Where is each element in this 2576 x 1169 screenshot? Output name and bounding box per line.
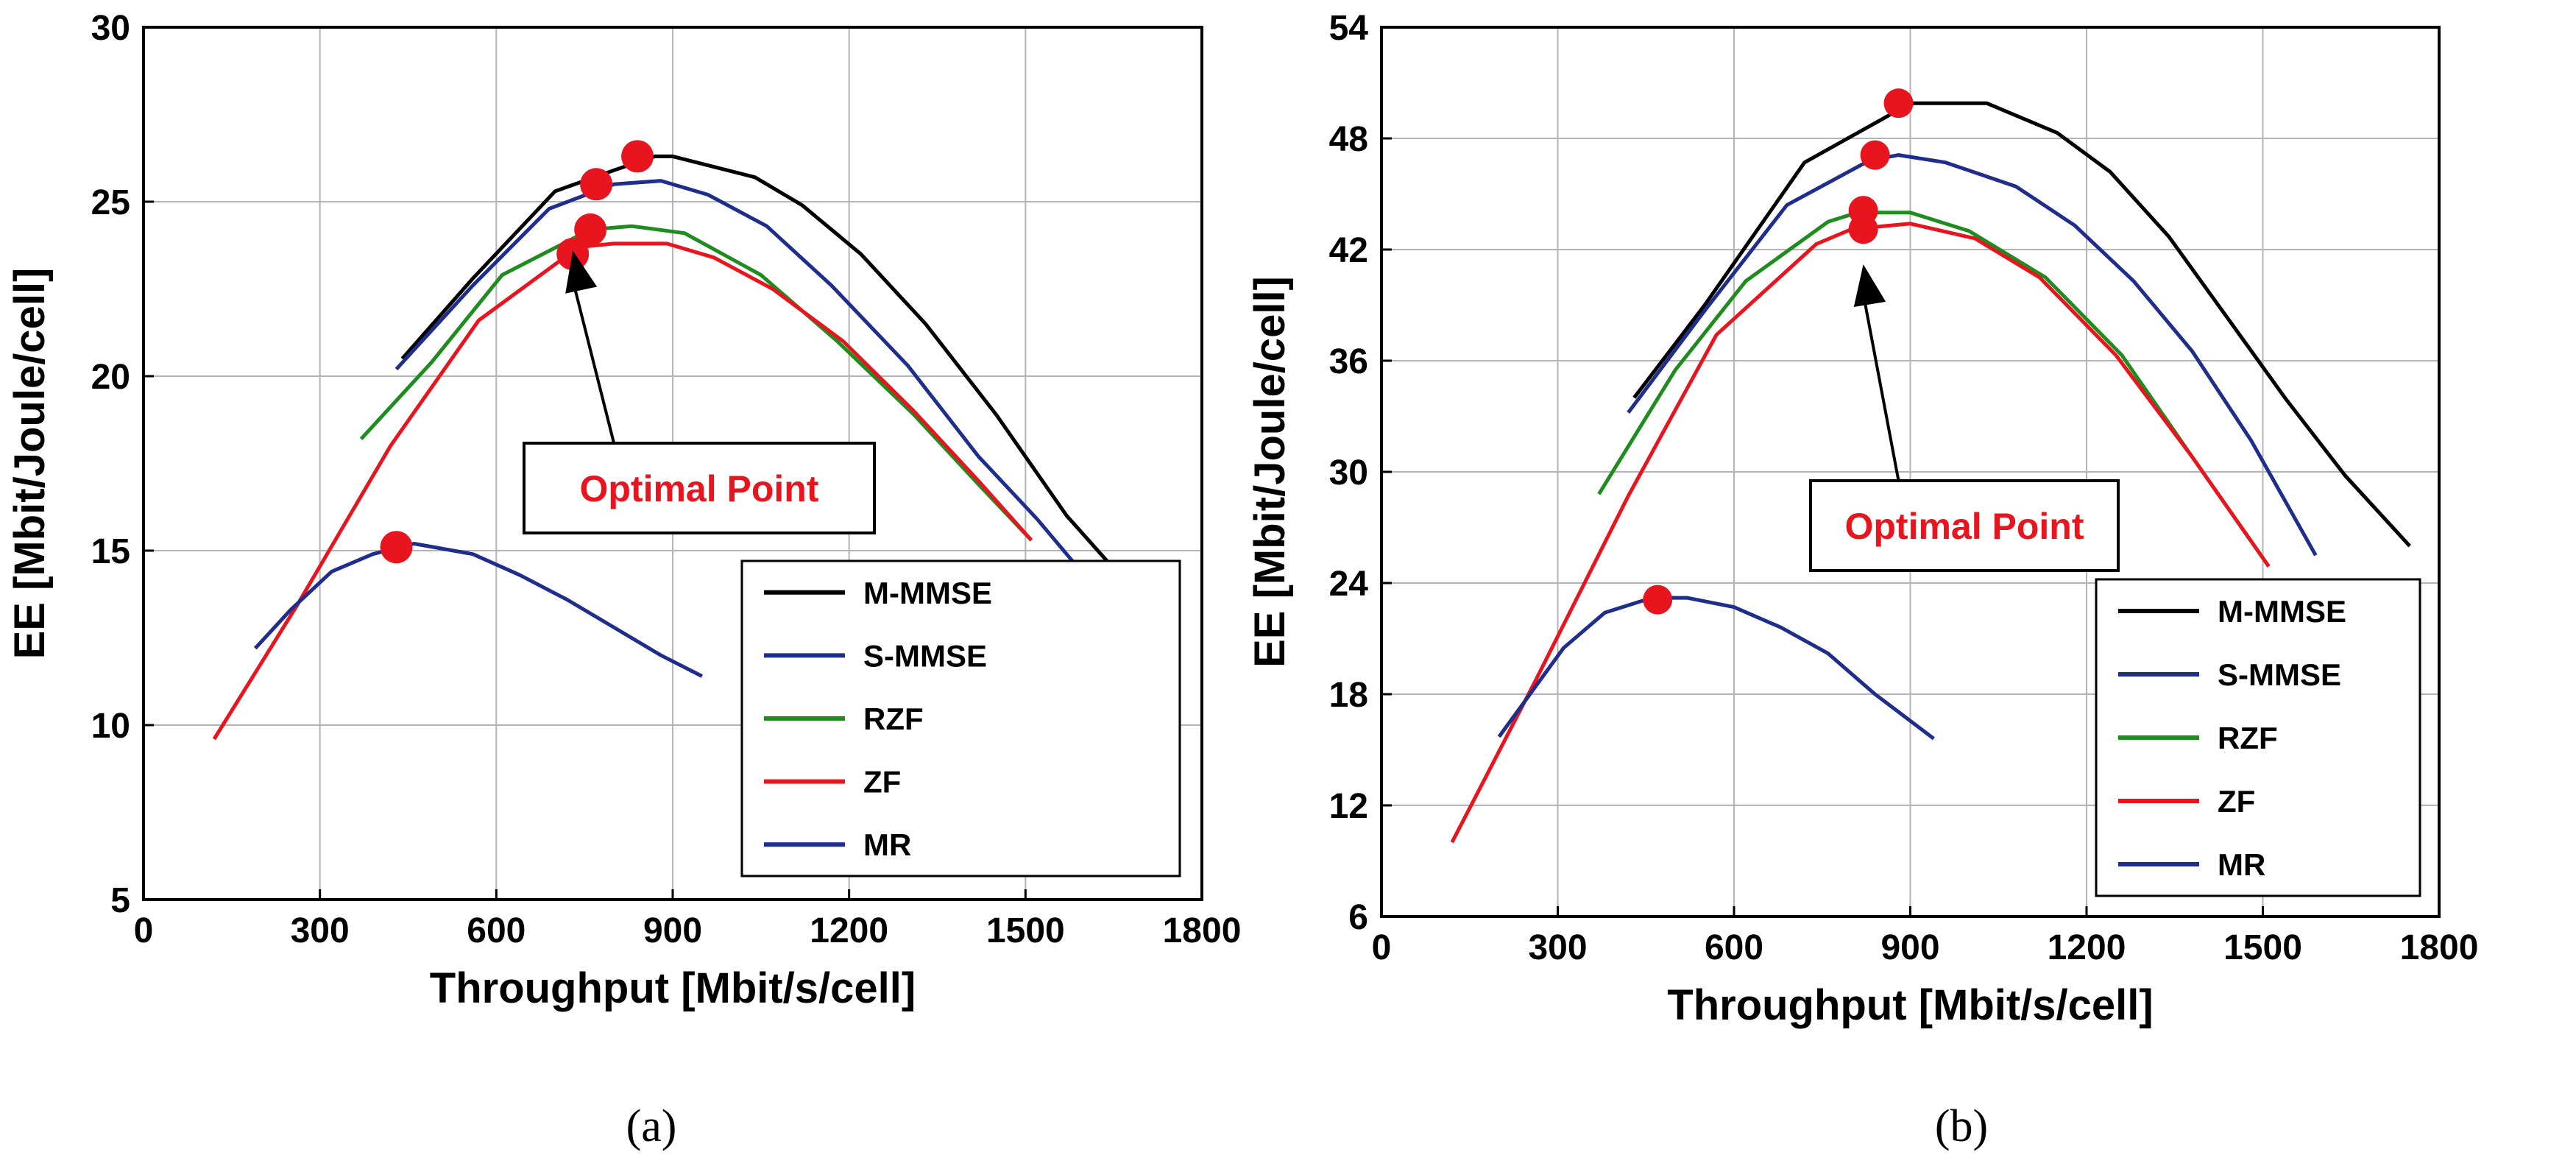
annotation-arrow-head — [565, 250, 598, 294]
legend-label-mr: MR — [2218, 847, 2265, 882]
legend-label-rzf: RZF — [863, 702, 924, 736]
x-tick-label: 600 — [467, 911, 526, 950]
x-axis-label: Throughput [Mbit/s/cell] — [1667, 981, 2153, 1029]
series-line-mr — [1497, 596, 1935, 741]
chart-a: 0 300 600 900 1200 1500 1800 5 10 15 20 25 30 Through… — [6, 9, 1241, 1151]
x-axis-label: Throughput [Mbit/s/cell] — [430, 964, 916, 1012]
x-tick-label: 300 — [291, 911, 350, 950]
y-tick-label: 15 — [91, 532, 130, 571]
x-tick-label: 1800 — [1163, 911, 1242, 950]
legend-label-s-mmse: S-MMSE — [863, 638, 987, 673]
y-tick-label: 5 — [110, 881, 130, 920]
chart-b: 0 300 600 900 1200 1500 1800 6 12 18 24 30 36 42 48 54 T… — [1246, 9, 2478, 1151]
annotation-box — [523, 442, 876, 534]
optimal-point-marker-rzf — [574, 213, 607, 246]
y-tick-label: 24 — [1329, 565, 1369, 604]
y-tick-label: 20 — [91, 358, 130, 397]
y-tick-label: 36 — [1329, 342, 1368, 381]
y-tick-label: 10 — [91, 707, 130, 746]
y-tick-label: 48 — [1329, 120, 1368, 159]
x-tick-label: 0 — [1372, 928, 1392, 967]
series-line-rzf — [1597, 211, 2271, 568]
subfigure-caption: (b) — [1935, 1101, 1988, 1151]
legend-label-zf: ZF — [2218, 784, 2255, 819]
y-tick-label: 30 — [91, 9, 130, 48]
y-tick-label: 12 — [1329, 787, 1368, 826]
optimal-point-marker-s-mmse — [580, 168, 613, 201]
annotation-arrow-head — [1853, 264, 1886, 307]
annotation-text: Optimal Point — [580, 468, 819, 509]
legend-label-m-mmse: M-MMSE — [863, 576, 992, 610]
optimal-point-marker-s-mmse — [1860, 140, 1890, 170]
legend-label-zf: ZF — [863, 765, 901, 799]
x-tick-label: 1200 — [2048, 928, 2126, 967]
y-tick-label: 42 — [1329, 231, 1368, 270]
x-tick-label: 300 — [1528, 928, 1587, 967]
optimal-point-marker-mr — [380, 531, 413, 564]
x-tick-label: 0 — [134, 911, 154, 950]
y-tick-label: 54 — [1329, 9, 1369, 48]
series-line-m-mmse — [400, 154, 1174, 626]
y-axis-label: EE [Mbit/Joule/cell] — [1246, 276, 1294, 668]
legend-label-rzf: RZF — [2218, 721, 2278, 755]
y-tick-label: 25 — [91, 183, 130, 222]
x-tick-label: 1200 — [810, 911, 888, 950]
legend-label-m-mmse: M-MMSE — [2218, 594, 2346, 629]
x-tick-label: 1500 — [2223, 928, 2302, 967]
legend-label-mr: MR — [863, 827, 911, 862]
x-tick-label: 1800 — [2400, 928, 2479, 967]
y-tick-label: 18 — [1329, 676, 1368, 715]
series-line-rzf — [359, 224, 1033, 542]
subfigure-caption: (a) — [626, 1101, 677, 1151]
series-line-s-mmse — [1627, 153, 2318, 557]
x-tick-label: 900 — [1880, 928, 1939, 967]
y-tick-label: 30 — [1329, 453, 1368, 492]
y-axis-label: EE [Mbit/Joule/cell] — [6, 268, 54, 660]
series-line-s-mmse — [394, 179, 1080, 570]
optimal-point-marker-m-mmse — [621, 140, 654, 173]
x-tick-label: 1500 — [986, 911, 1065, 950]
annotation-text: Optimal Point — [1845, 506, 2084, 547]
annotation-box — [1809, 479, 2120, 572]
annotation-arrow-shaft — [1861, 293, 1900, 481]
series-line-zf — [1450, 222, 2271, 844]
series-line-m-mmse — [1632, 101, 2411, 548]
x-tick-label: 600 — [1705, 928, 1763, 967]
optimal-point-marker-m-mmse — [1883, 88, 1914, 119]
series-line-zf — [212, 241, 1033, 741]
y-tick-label: 6 — [1348, 898, 1368, 937]
x-tick-label: 900 — [643, 911, 702, 950]
optimal-point-marker-zf — [1848, 214, 1878, 244]
legend-label-s-mmse: S-MMSE — [2218, 657, 2341, 692]
optimal-point-marker-mr — [1643, 584, 1673, 615]
annotation-arrow-shaft — [571, 279, 616, 444]
series-line-mr — [253, 542, 704, 678]
